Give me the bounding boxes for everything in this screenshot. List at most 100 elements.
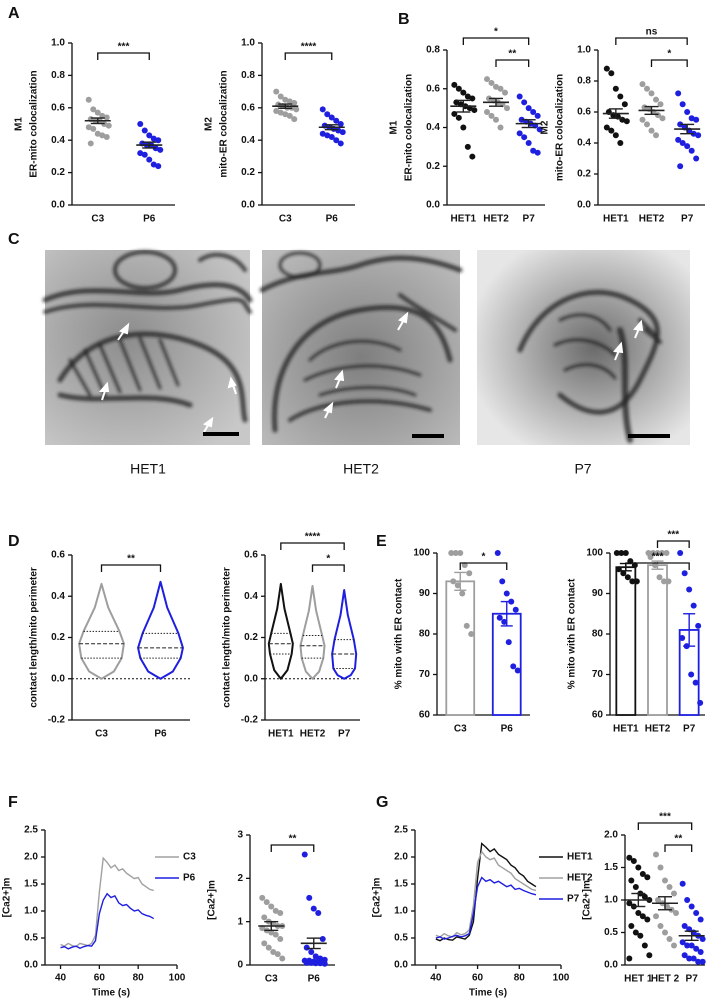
y-tick-label: 0.2 (241, 167, 255, 178)
data-point (612, 132, 619, 139)
data-point (277, 93, 284, 100)
data-point (94, 130, 101, 137)
panel-label: D (8, 533, 20, 550)
data-point (621, 101, 628, 108)
violin (299, 584, 326, 680)
data-point (679, 880, 686, 887)
y-tick-label: 0.2 (577, 169, 591, 180)
series-line (435, 876, 537, 940)
y-tick-label: 0.0 (604, 960, 618, 971)
data-point (644, 874, 651, 881)
significance-bracket (100, 564, 162, 572)
y-axis-label: M2 (540, 120, 551, 134)
y-tick-label: 0.0 (51, 200, 65, 211)
data-point (635, 864, 642, 871)
data-point (303, 944, 310, 951)
significance-bracket (650, 59, 688, 67)
data-point (525, 105, 532, 112)
series-line (435, 842, 537, 942)
data-point (655, 112, 661, 119)
data-point (85, 96, 92, 103)
y-tick-label: 80 (419, 629, 431, 640)
micrograph-label: P7 (574, 461, 591, 477)
data-point (684, 143, 691, 150)
data-point (661, 578, 667, 585)
data-point (647, 554, 654, 561)
data-point (663, 550, 670, 556)
data-point (493, 116, 499, 123)
data-point (641, 942, 648, 949)
x-tick-label: C3 (265, 974, 278, 985)
data-point (644, 85, 650, 92)
data-point (291, 116, 298, 123)
y-tick-label: 0.2 (51, 632, 65, 643)
x-tick-label: P6 (143, 214, 156, 225)
y-tick-label: 1.0 (241, 38, 255, 49)
legend-label: HET2 (567, 873, 593, 884)
data-point (315, 910, 322, 916)
significance-bracket (656, 540, 690, 548)
data-point (277, 109, 284, 116)
bar (647, 564, 668, 716)
x-tick-label: 80 (133, 973, 145, 984)
data-point (105, 122, 112, 129)
y-tick-label: 0 (237, 960, 243, 971)
data-point (516, 93, 523, 100)
data-point (624, 574, 631, 581)
data-point (639, 871, 646, 877)
significance-label: ns (646, 27, 658, 38)
data-point (617, 93, 624, 100)
panel-label: A (8, 5, 20, 22)
y-tick-label: 0.6 (426, 83, 440, 94)
significance-label: * (494, 27, 498, 38)
x-tick-label: C3 (95, 729, 108, 740)
data-point (630, 858, 637, 864)
data-point (693, 945, 700, 952)
data-point (641, 893, 648, 900)
data-point (448, 550, 455, 556)
data-point (653, 96, 659, 103)
x-tick-label: HET 1 (624, 974, 653, 985)
data-point (463, 622, 470, 629)
data-point (608, 70, 615, 77)
data-point (259, 894, 266, 901)
data-point (633, 578, 640, 585)
data-point (684, 109, 691, 115)
significance-bracket (280, 542, 345, 550)
data-point (263, 899, 270, 906)
data-point (319, 936, 326, 942)
significance-label: ** (508, 49, 516, 60)
data-point (653, 132, 659, 139)
y-tick-label: 0.8 (241, 70, 255, 81)
y-tick-label: 0.4 (51, 135, 65, 146)
legend-label: HET1 (567, 852, 593, 863)
y-tick-label: 0.4 (244, 591, 258, 602)
data-point (261, 914, 268, 921)
y-axis-label: ER-mito colocalization (29, 70, 40, 177)
y-tick-label: 3 (237, 830, 243, 841)
data-point (666, 936, 673, 942)
x-tick-label: HET1 (451, 214, 477, 225)
y-tick-label: 80 (592, 629, 604, 640)
x-tick-label: C3 (91, 214, 104, 225)
data-point (87, 140, 94, 147)
y-tick-label: 0.6 (244, 550, 258, 561)
y-tick-label: 90 (592, 588, 604, 599)
data-point (270, 949, 277, 955)
data-point (690, 955, 697, 962)
y-tick-label: 0.4 (241, 135, 255, 146)
y-tick-label: 1.0 (604, 895, 618, 906)
data-point (137, 121, 144, 127)
x-tick-label: P7 (523, 214, 536, 225)
significance-bracket (97, 52, 150, 60)
significance-bracket (311, 564, 345, 572)
data-point (637, 932, 644, 939)
data-point (677, 550, 684, 556)
data-point (141, 127, 148, 134)
data-point (693, 910, 700, 916)
data-point (146, 132, 153, 139)
micrograph (259, 250, 463, 445)
y-tick-label: 0.5 (604, 927, 618, 938)
y-tick-label: 2.0 (394, 852, 408, 863)
data-point (653, 851, 659, 858)
